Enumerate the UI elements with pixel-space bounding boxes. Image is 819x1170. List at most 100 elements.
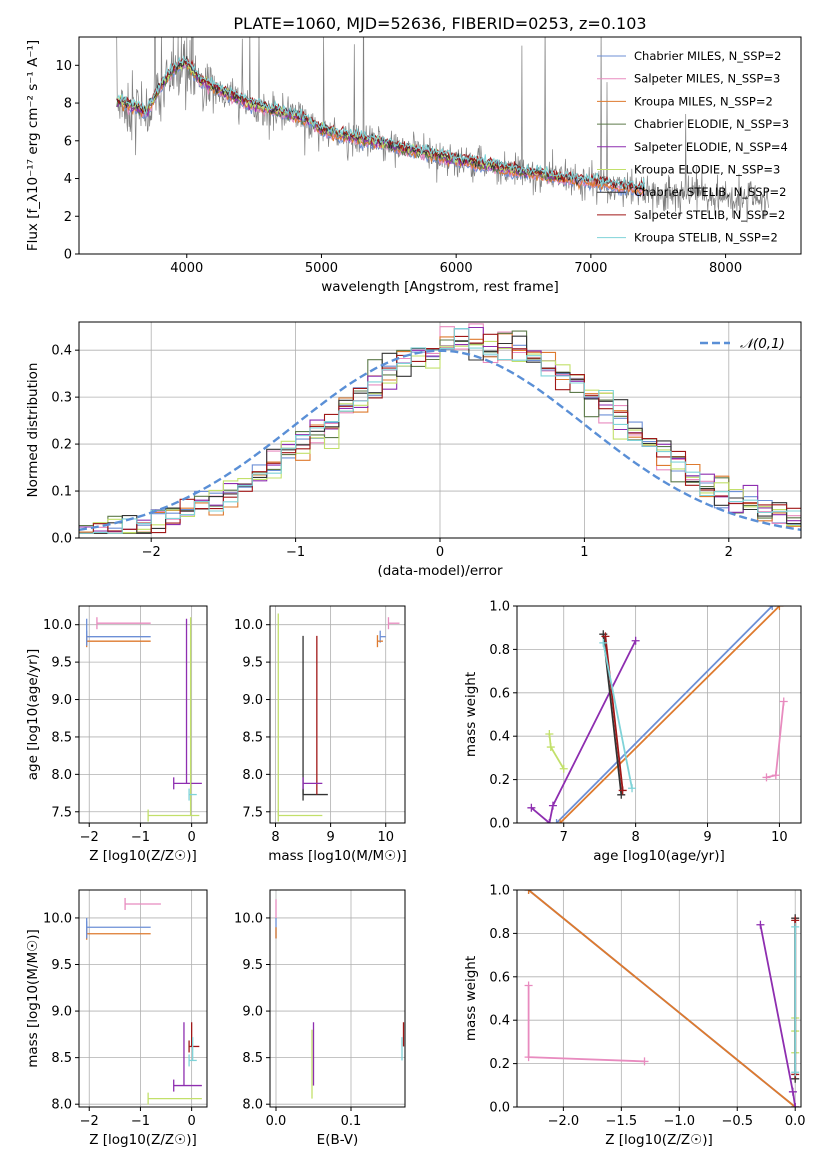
legend-entry: Kroupa MILES, N_SSP=2 xyxy=(634,94,773,108)
weight-line-chabrier_miles xyxy=(555,606,773,823)
weight-marker-salpeter_elodie xyxy=(548,801,557,810)
x-tick-label: 9 xyxy=(326,830,334,845)
x-axis-label: wavelength [Angstrom, rest frame] xyxy=(321,279,559,295)
x-tick-label: −1 xyxy=(286,545,305,560)
x-tick-label: −0.5 xyxy=(721,1114,753,1129)
weight-marker-kroupa_miles xyxy=(524,890,533,894)
weight-line-salpeter_elodie xyxy=(530,640,637,823)
weight-line-kroupa_miles xyxy=(559,606,781,823)
weight-marker-salpeter_miles xyxy=(524,1053,533,1062)
weight-marker-kroupa_stelib xyxy=(791,1068,800,1077)
x-tick-label: 9 xyxy=(703,830,711,845)
panel-age_vs_mass: 8 9 10 7.5 8.0 8.5 9.0 9.5 10.0 mass [log10(M/M☉)… xyxy=(234,605,407,864)
weight-marker-salpeter_miles xyxy=(771,771,780,780)
weight-marker-chabrier_stelib xyxy=(617,790,626,799)
y-tick-label: 8.0 xyxy=(242,768,263,783)
plot-area-residuals xyxy=(79,323,801,534)
weight-marker-salpeter_elodie xyxy=(788,1087,797,1096)
y-tick-label: 0.2 xyxy=(51,438,72,453)
y-tick-label: 2 xyxy=(64,210,72,225)
weight-marker-kroupa_stelib xyxy=(628,784,637,793)
weight-marker-salpeter_elodie xyxy=(545,819,554,823)
legend-entry: Chabrier MILES, N_SSP=2 xyxy=(634,49,781,63)
y-tick-label: 9.5 xyxy=(51,656,72,671)
y-tick-label: 0.0 xyxy=(489,1101,510,1116)
y-tick-label: 0.3 xyxy=(51,391,72,406)
x-tick-label: −2 xyxy=(142,545,161,560)
legend-entry: 𝒩(0,1) xyxy=(740,336,785,352)
x-tick-label: 0 xyxy=(187,1114,195,1129)
weight-marker-kroupa_stelib xyxy=(791,922,800,931)
axes-frame xyxy=(516,889,802,1108)
x-tick-label: 10 xyxy=(771,830,788,845)
weight-marker-kroupa_miles xyxy=(775,606,784,610)
legend-entry: Kroupa STELIB, N_SSP=2 xyxy=(634,231,778,245)
x-tick-label: 5000 xyxy=(305,261,338,276)
y-tick-label: 0.2 xyxy=(489,773,510,788)
y-axis-label: mass weight xyxy=(463,672,479,757)
y-tick-label: 7.5 xyxy=(51,805,72,820)
x-tick-label: 8 xyxy=(631,830,639,845)
x-axis-label: Z [log10(Z/Z☉)] xyxy=(89,848,197,864)
x-tick-label: 8000 xyxy=(709,261,742,276)
legend-spectrum: Chabrier MILES, N_SSP=2 Salpeter MILES, N… xyxy=(597,49,789,245)
y-tick-label: 0.1 xyxy=(51,485,72,500)
y-tick-label: 7.5 xyxy=(242,805,263,820)
plot-area-spectrum xyxy=(116,37,770,223)
y-tick-label: 10.0 xyxy=(234,911,263,926)
x-tick-label: 1 xyxy=(580,545,588,560)
weight-marker-salpeter_stelib xyxy=(601,632,610,641)
y-tick-label: 0.4 xyxy=(489,1014,510,1029)
weight-marker-chabrier_miles xyxy=(768,606,777,610)
y-tick-label: 1.0 xyxy=(489,600,510,615)
weight-line-kroupa_elodie xyxy=(548,733,565,770)
x-tick-label: 0 xyxy=(436,545,444,560)
y-tick-label: 8.0 xyxy=(51,1098,72,1113)
y-tick-label: 9.0 xyxy=(242,1005,263,1020)
x-axis-label: Z [log10(Z/Z☉)] xyxy=(89,1132,197,1148)
x-tick-label: 0.0 xyxy=(266,1114,287,1129)
x-tick-label: 0.1 xyxy=(341,1114,362,1129)
weight-marker-salpeter_miles xyxy=(762,773,771,782)
y-tick-label: 8.5 xyxy=(51,1051,72,1066)
axes-frame xyxy=(516,605,802,824)
x-tick-label: −2 xyxy=(80,830,99,845)
x-tick-label: −1.5 xyxy=(606,1114,638,1129)
weight-line-kroupa_stelib xyxy=(602,642,633,789)
x-axis-label: Z [log10(Z/Z☉)] xyxy=(605,1132,713,1148)
y-tick-label: 8 xyxy=(64,97,72,112)
axes-frame xyxy=(78,605,208,824)
x-tick-label: −1 xyxy=(131,830,150,845)
y-axis-label: Flux [f_λ10⁻¹⁷ erg cm⁻² s⁻¹ A⁻¹] xyxy=(25,40,41,251)
y-tick-label: 9.5 xyxy=(242,958,263,973)
weight-marker-salpeter_elodie xyxy=(527,803,536,812)
weight-marker-salpeter_elodie xyxy=(791,1103,800,1107)
y-tick-label: 9.5 xyxy=(242,656,263,671)
weight-marker-chabrier_miles xyxy=(552,819,561,823)
weight-marker-kroupa_miles xyxy=(556,819,565,823)
x-tick-label: 7000 xyxy=(574,261,607,276)
plot-area-mass_vs_ebv xyxy=(275,899,405,1099)
y-tick-label: 0.8 xyxy=(489,927,510,942)
y-tick-label: 10.0 xyxy=(43,618,72,633)
y-tick-label: 1.0 xyxy=(489,884,510,899)
model-spectrum-kroupa_stelib xyxy=(116,54,646,190)
legend-entry: Salpeter STELIB, N_SSP=2 xyxy=(634,208,785,222)
weight-marker-salpeter_miles xyxy=(524,981,533,990)
x-tick-label: 6000 xyxy=(440,261,473,276)
y-tick-label: 8.5 xyxy=(242,730,263,745)
plot-area-age_vs_z xyxy=(86,617,202,822)
weight-line-salpeter_elodie xyxy=(759,924,797,1107)
weight-marker-kroupa_stelib xyxy=(599,638,608,647)
weight-line-salpeter_miles xyxy=(527,985,645,1063)
weight-line-salpeter_miles xyxy=(766,701,785,779)
axes-frame xyxy=(78,36,802,255)
legend-entry: Chabrier STELIB, N_SSP=2 xyxy=(634,185,786,199)
y-tick-label: 9.0 xyxy=(51,1005,72,1020)
y-tick-label: 8.5 xyxy=(242,1051,263,1066)
weight-marker-salpeter_stelib xyxy=(618,786,627,795)
legend-entry: Chabrier ELODIE, N_SSP=3 xyxy=(634,117,789,131)
y-axis-label: Normed distribution xyxy=(25,363,41,498)
y-tick-label: 0.4 xyxy=(489,730,510,745)
